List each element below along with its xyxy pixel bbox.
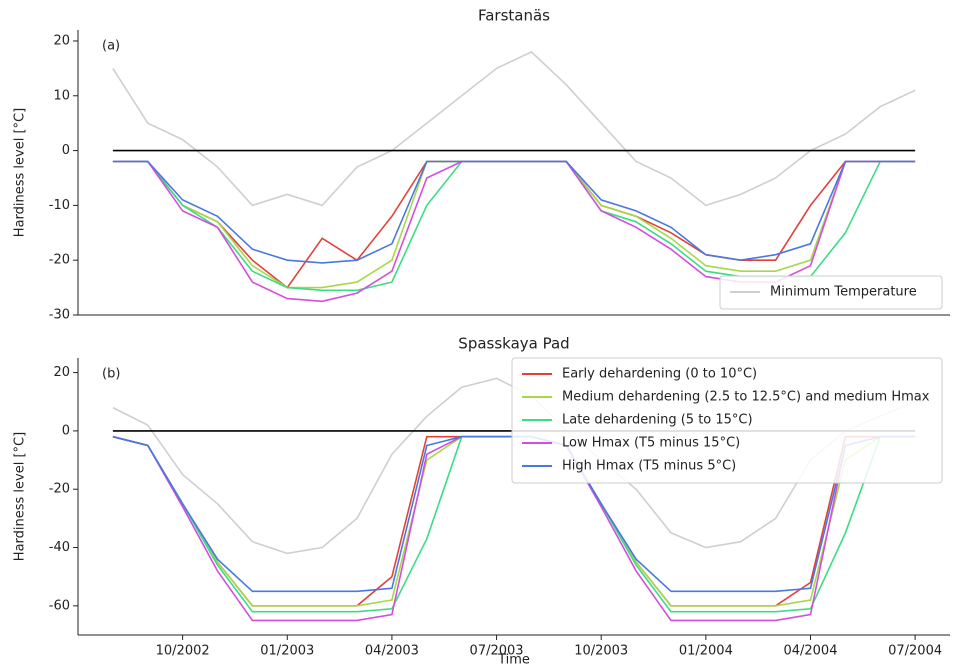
x-tick-label: 07/2003 (470, 644, 524, 659)
y-tick-label: -20 (49, 482, 70, 497)
panel-title: Spasskaya Pad (458, 335, 569, 353)
x-tick-label: 01/2003 (260, 644, 314, 659)
y-axis-label: Hardiness level [°C] (13, 432, 28, 561)
x-tick-label: 10/2003 (574, 644, 628, 659)
y-tick-label: -20 (49, 253, 70, 268)
x-tick-label: 04/2004 (783, 644, 837, 659)
y-tick-label: 0 (62, 423, 70, 438)
legend-box (719, 275, 943, 310)
legend-label: Minimum Temperature (770, 285, 917, 300)
panel-title: Farstanäs (478, 7, 550, 25)
panel-annotation: (a) (102, 39, 120, 54)
y-tick-label: -30 (49, 308, 70, 323)
legend: Minimum Temperature (719, 275, 943, 310)
x-tick-label: 07/2004 (888, 644, 942, 659)
y-tick-label: 10 (53, 88, 70, 103)
y-tick-label: -60 (49, 598, 70, 613)
y-axis-label: Hardiness level [°C] (13, 108, 28, 237)
y-tick-label: -40 (49, 540, 70, 555)
series-line (112, 50, 916, 207)
legend: Early dehardening (0 to 10°C) Medium deha… (511, 357, 943, 484)
panel-annotation: (b) (102, 367, 120, 382)
x-tick-label: 01/2004 (679, 644, 733, 659)
legend-label: Late dehardening (5 to 15°C) (562, 413, 753, 428)
y-tick-label: 0 (62, 143, 70, 158)
x-axis-label: Time (497, 653, 530, 667)
series-line (112, 160, 916, 289)
series-line (112, 160, 916, 264)
y-tick-label: -10 (49, 198, 70, 213)
y-tick-label: 20 (53, 365, 70, 380)
legend-box (511, 357, 943, 484)
legend-label: High Hmax (T5 minus 5°C) (562, 459, 736, 474)
series-line (112, 160, 916, 289)
legend-label: Medium dehardening (2.5 to 12.5°C) and m… (562, 390, 930, 405)
series-line (112, 160, 916, 292)
legend-label: Low Hmax (T5 minus 15°C) (562, 436, 740, 451)
y-tick-label: 20 (53, 33, 70, 48)
legend-label: Early dehardening (0 to 10°C) (562, 367, 757, 382)
x-tick-label: 10/2002 (156, 644, 210, 659)
x-tick-label: 04/2003 (365, 644, 419, 659)
